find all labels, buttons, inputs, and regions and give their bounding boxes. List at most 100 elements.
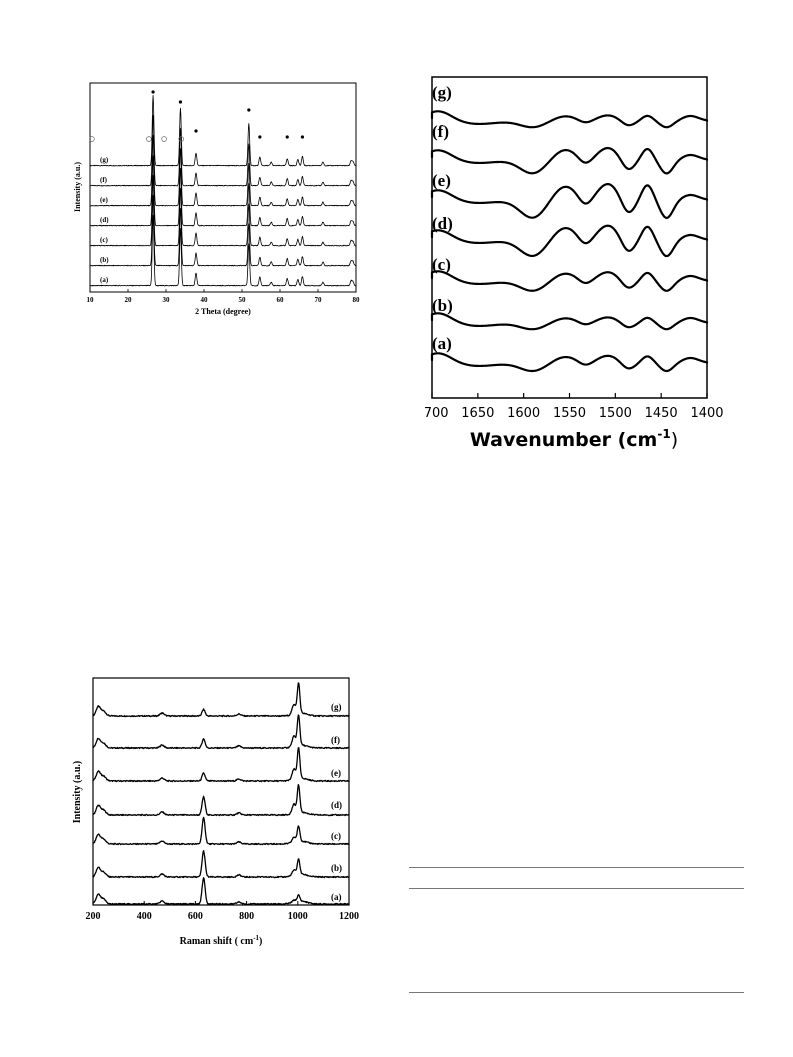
ftir-figure: 1700 1650 1600 1550 1500 1450 1400 (g) (f) (e) (d…: [425, 73, 725, 453]
table-bottom-rule: [409, 992, 744, 993]
xrd-tick-label: 40: [201, 296, 209, 304]
xrd-curves: [89, 95, 357, 287]
xrd-curve: [89, 95, 357, 167]
ftir-curve: [430, 352, 709, 373]
xrd-x-axis-label: 2 Theta (degree): [195, 307, 251, 316]
ftir-series-label: (c): [432, 255, 451, 274]
raman-curve: [92, 682, 350, 718]
ftir-curve: [430, 182, 709, 219]
raman-curve: [92, 816, 350, 846]
xrd-tick-label: 30: [163, 296, 171, 304]
ftir-tick-label: 1400: [690, 406, 723, 421]
xrd-tick-label: 20: [125, 296, 133, 304]
raman-series-label: (b): [331, 863, 342, 873]
table-header-rule: [409, 888, 744, 889]
raman-series-label: (e): [331, 768, 341, 778]
xrd-series-label: (c): [100, 236, 108, 244]
xrd-curve: [89, 134, 357, 207]
table-top-rule: [409, 867, 744, 868]
xrd-tick-label: 50: [239, 296, 247, 304]
raman-tick-label: 400: [137, 911, 152, 922]
raman-series-label: (g): [331, 702, 342, 712]
xrd-curve: [89, 114, 357, 187]
xrd-series-labels: (g) (f) (e) (d) (c) (b) (a): [100, 156, 109, 284]
ftir-tick-label: 1550: [553, 406, 586, 421]
xrd-curve: [89, 175, 357, 247]
xrd-chart: 10 20 30 40 50 60 70 80 (g) (f) (e) (d) (c) (b) (a) 2…: [73, 82, 361, 316]
ftir-series-label: (a): [432, 334, 452, 353]
xrd-dot-marker: [194, 129, 198, 133]
ftir-curve: [430, 312, 709, 331]
raman-x-axis-label: Raman shift ( cm-1): [180, 934, 263, 947]
raman-curve: [92, 850, 350, 879]
ftir-x-ticks: 1700 1650 1600 1550 1500 1450 1400: [425, 393, 724, 421]
ftir-tick-label: 1500: [599, 406, 632, 421]
raman-tick-label: 1200: [339, 911, 359, 922]
ftir-tick-label: 1450: [645, 406, 678, 421]
ftir-tick-label: 1600: [507, 406, 540, 421]
raman-curves: [92, 682, 350, 906]
xrd-dot-marker: [285, 135, 289, 139]
xrd-curve: [89, 155, 357, 227]
xrd-tick-label: 60: [277, 296, 285, 304]
raman-x-ticks: 200 400 600 800 1000 1200: [86, 901, 359, 922]
ftir-plot-frame: [431, 76, 708, 399]
ftir-chart: 1700 1650 1600 1550 1500 1450 1400 (g) (f) (e) (d…: [425, 76, 724, 451]
xrd-series-label: (a): [100, 276, 109, 284]
ftir-x-axis-label: Wavenumber (cm-1): [470, 427, 678, 451]
xrd-dot-marker: [178, 100, 183, 104]
xrd-dot-marker: [151, 90, 155, 94]
raman-chart: 200 400 600 800 1000 1200 (g)(f)(e)(d)(c)(b)(…: [72, 677, 359, 947]
xrd-series-label: (f): [100, 176, 108, 184]
ftir-series-label: (f): [432, 122, 449, 141]
ftir-curves: [430, 110, 709, 373]
xrd-tick-label: 70: [315, 296, 323, 304]
raman-curve: [92, 747, 350, 783]
raman-tick-label: 200: [86, 911, 101, 922]
raman-figure: 200 400 600 800 1000 1200 (g) (f) (e) (d) (c) (b)(…: [70, 672, 360, 957]
xrd-dot-marker: [247, 108, 251, 112]
raman-curve: [92, 714, 350, 750]
raman-series-label: (d): [331, 800, 342, 810]
xrd-x-ticks: 10 20 30 40 50 60 70 80: [87, 289, 361, 304]
xrd-figure: 10 20 30 40 50 60 70 80 (g) (f) (e) (d) (c) (b) (a) 2…: [70, 77, 365, 319]
xrd-series-label: (d): [100, 216, 109, 224]
raman-tick-label: 600: [188, 911, 203, 922]
raman-tick-label: 800: [239, 911, 254, 922]
ftir-tick-label: 1650: [461, 406, 494, 421]
xrd-y-axis-label: Intensity (a.u.): [73, 162, 82, 212]
xrd-circle-marker: [178, 136, 184, 142]
raman-series-label: (f): [331, 735, 340, 745]
raman-tick-label: 1000: [288, 911, 308, 922]
xrd-circle-marker: [161, 136, 167, 142]
xrd-circle-marker: [146, 136, 152, 142]
ftir-tick-label: 1700: [425, 406, 449, 421]
ftir-series-label: (d): [432, 214, 453, 233]
raman-plot-frame: [92, 677, 350, 906]
xrd-curve: [89, 194, 357, 267]
xrd-tick-label: 80: [353, 296, 361, 304]
xrd-series-label: (e): [100, 196, 108, 204]
ftir-curve: [430, 224, 709, 258]
raman-curve: [92, 783, 350, 817]
xrd-series-label: (b): [100, 256, 109, 264]
ftir-curve: [430, 146, 709, 175]
raman-series-label: (c): [331, 831, 341, 841]
ftir-curve: [430, 110, 709, 129]
ftir-series-label: (g): [432, 83, 452, 102]
xrd-dot-marker: [258, 135, 262, 139]
xrd-circle-marker: [89, 136, 95, 142]
ftir-series-label: (b): [432, 296, 453, 315]
xrd-peak-markers: [89, 90, 305, 142]
xrd-tick-label: 10: [87, 296, 95, 304]
raman-y-axis-label: Intensity (a.u.): [72, 761, 83, 824]
raman-series-labels: (g) (f) (e) (d) (c) (b) (a): [331, 702, 342, 902]
ftir-series-label: (e): [432, 171, 451, 190]
raman-curve: [92, 877, 350, 906]
xrd-series-label: (g): [100, 156, 109, 164]
xrd-plot-frame: [89, 82, 357, 293]
xrd-dot-marker: [300, 135, 305, 139]
xrd-curve: [89, 214, 357, 287]
ftir-series-labels: (g) (f) (e) (d) (c) (b) (a): [432, 83, 453, 353]
ftir-curve: [430, 270, 709, 292]
